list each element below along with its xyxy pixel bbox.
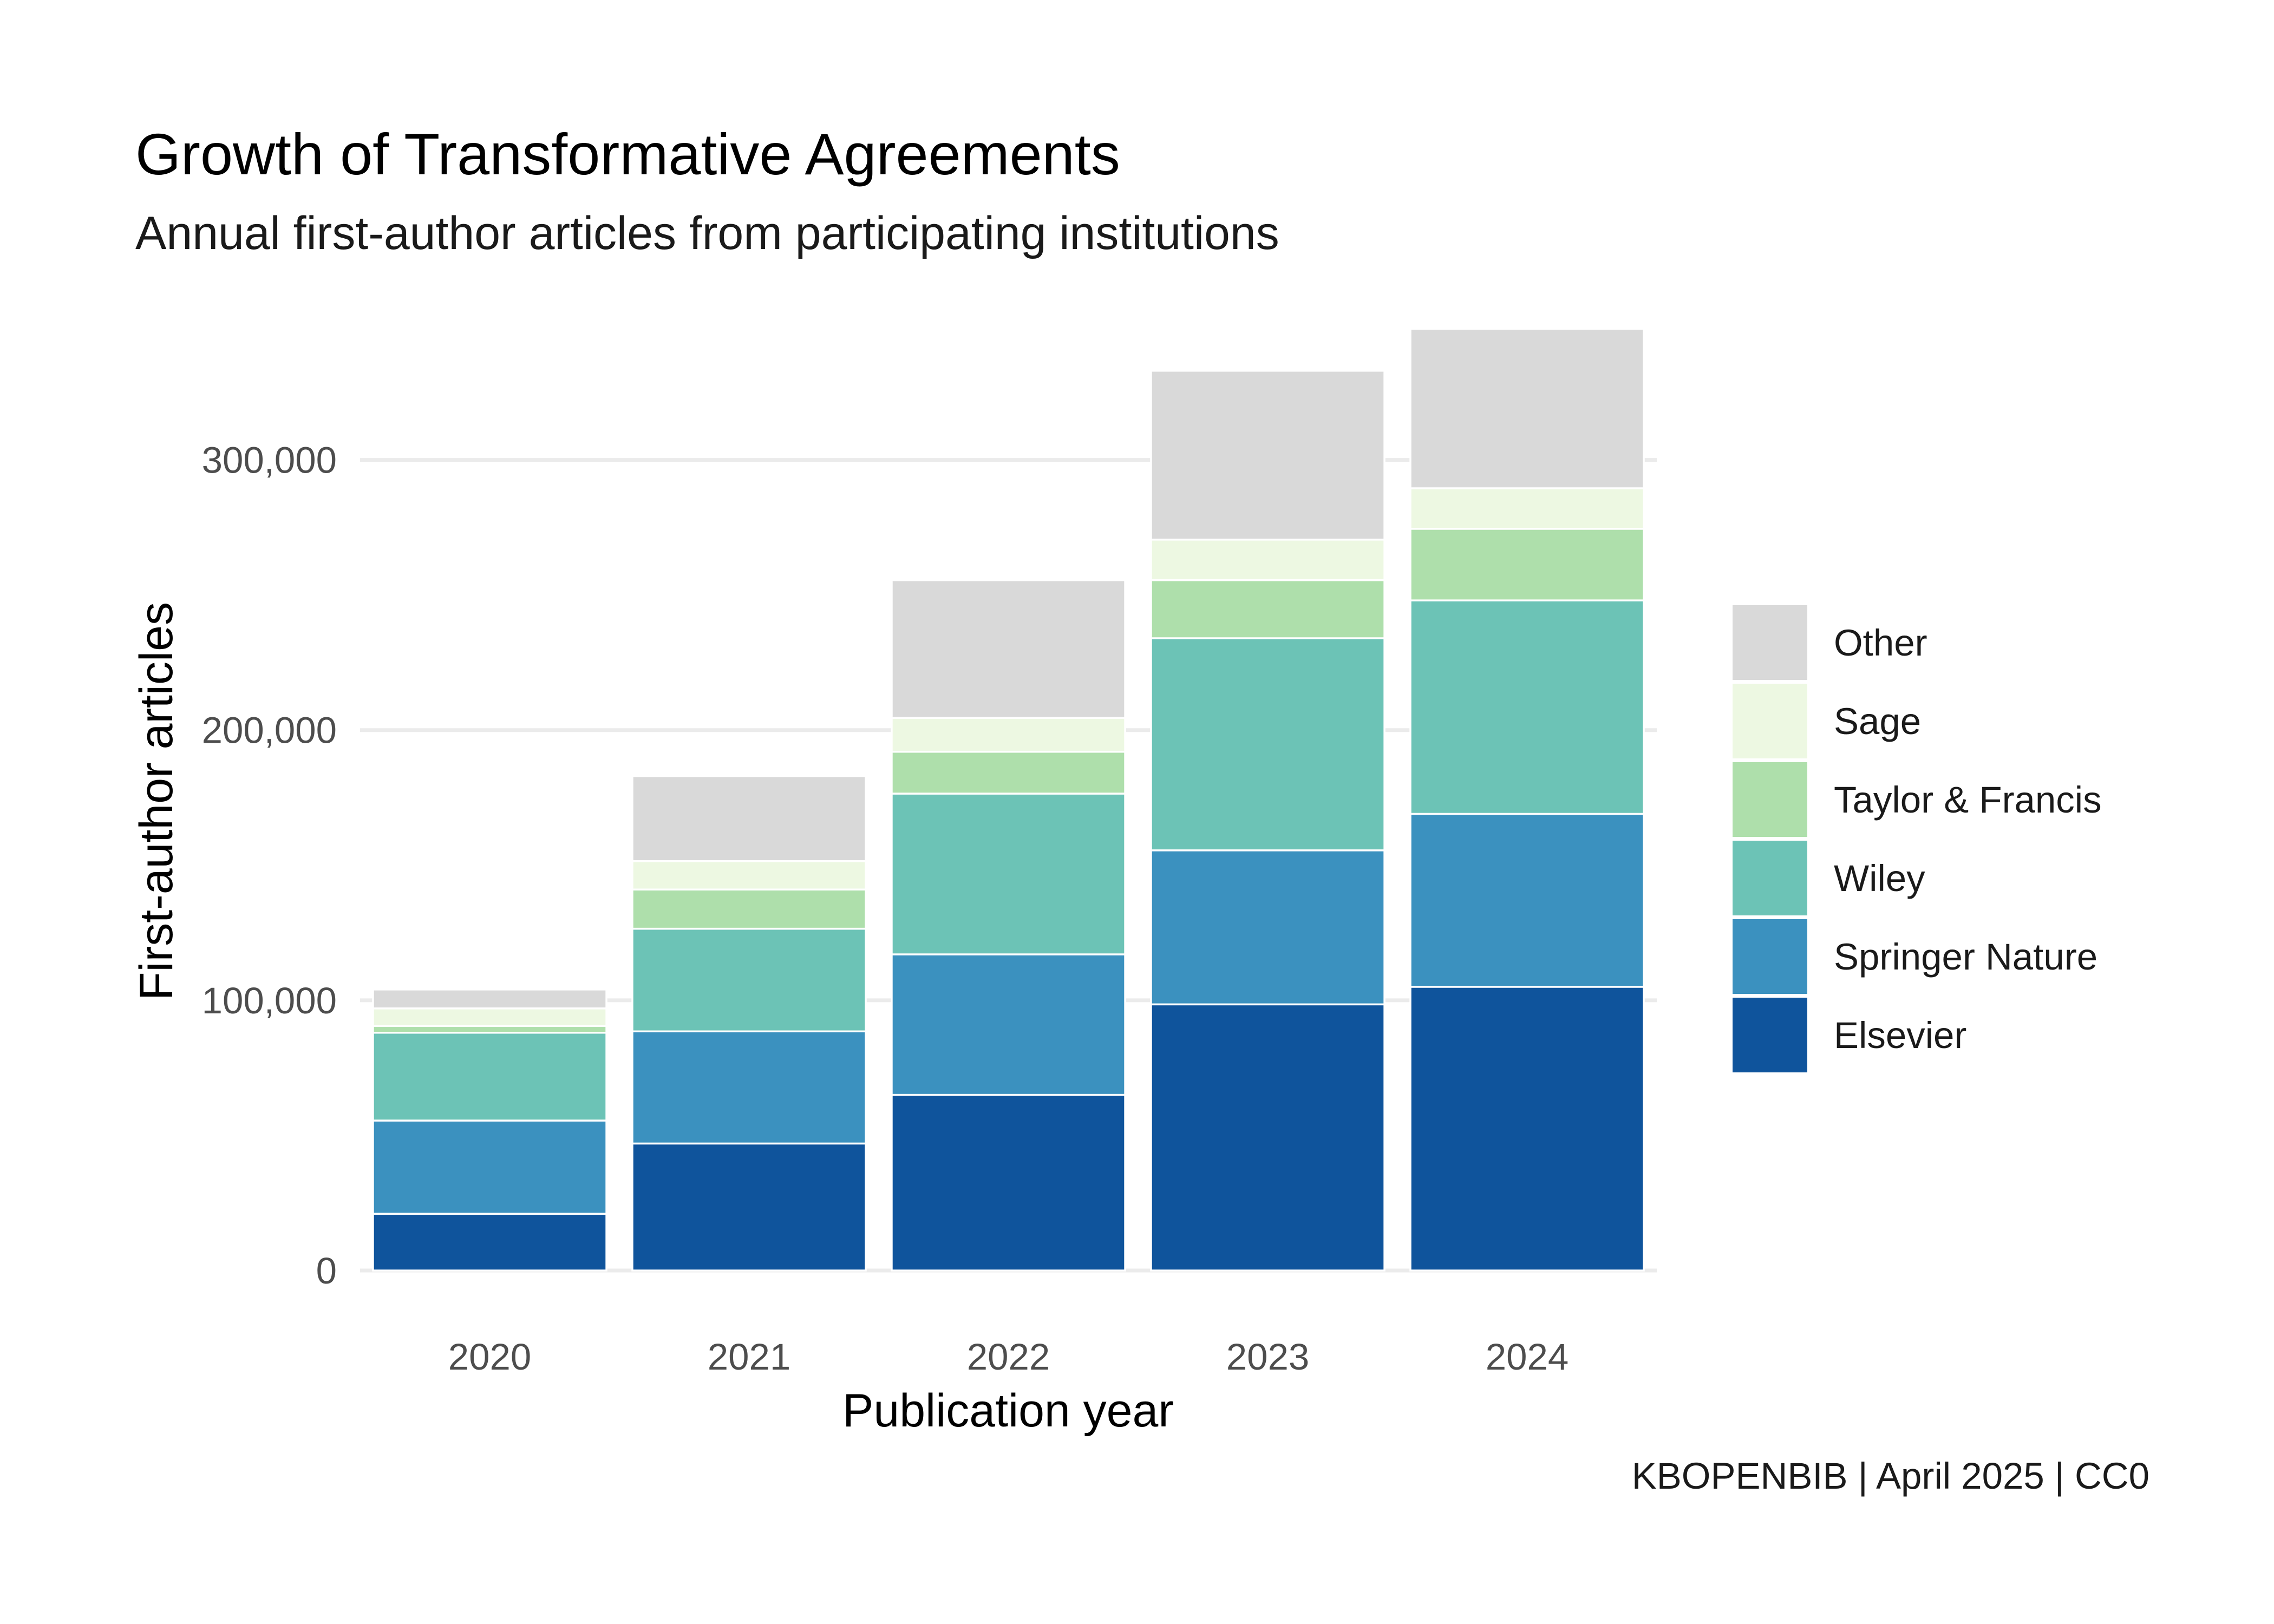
legend-label-taylor-and-francis: Taylor & Francis	[1834, 779, 2102, 821]
bar-taylor-and-francis-2020	[372, 1025, 607, 1034]
legend-key-sage	[1733, 684, 1807, 758]
bar-wiley-2022	[891, 793, 1126, 955]
y-tick-label: 200,000	[202, 710, 337, 751]
y-axis-ticks: 0 100,000 200,000 300,000	[202, 440, 337, 1292]
legend-key-springer-nature	[1733, 919, 1807, 994]
legend-key-elsevier	[1733, 998, 1807, 1072]
bar-elsevier-2023	[1150, 1003, 1386, 1272]
bar-elsevier-2021	[631, 1142, 867, 1272]
bar-other-2021	[631, 775, 867, 862]
legend-label-springer-nature: Springer Nature	[1834, 936, 2097, 978]
legend: Other Sage Taylor & Francis Wiley Springer N…	[1733, 605, 2102, 1072]
y-tick-label: 300,000	[202, 440, 337, 481]
bar-wiley-2021	[631, 927, 867, 1033]
bar-other-2023	[1150, 370, 1386, 541]
y-axis-title: First-author articles	[130, 602, 182, 1000]
bar-springer-nature-2020	[372, 1119, 607, 1215]
bar-other-2022	[891, 579, 1126, 719]
y-tick-label: 100,000	[202, 980, 337, 1021]
legend-label-other: Other	[1834, 622, 1927, 664]
bar-wiley-2023	[1150, 637, 1386, 852]
bar-springer-nature-2024	[1409, 813, 1645, 988]
x-tick-label: 2021	[708, 1336, 791, 1378]
legend-label-wiley: Wiley	[1834, 857, 1925, 899]
legend-label-elsevier: Elsevier	[1834, 1014, 1966, 1056]
x-axis-title: Publication year	[842, 1385, 1174, 1437]
bar-taylor-and-francis-2021	[631, 888, 867, 930]
legend-key-taylor-and-francis	[1733, 762, 1807, 837]
bar-sage-2021	[631, 860, 867, 890]
bar-elsevier-2024	[1409, 986, 1645, 1272]
chart-subtitle: Annual first-author articles from partic…	[135, 207, 1279, 259]
bar-elsevier-2020	[372, 1213, 607, 1272]
bar-sage-2024	[1409, 487, 1645, 530]
bars	[372, 328, 1645, 1272]
legend-key-wiley	[1733, 841, 1807, 915]
x-tick-label: 2023	[1226, 1336, 1310, 1378]
x-tick-label: 2022	[967, 1336, 1050, 1378]
bar-springer-nature-2021	[631, 1030, 867, 1145]
x-tick-label: 2024	[1486, 1336, 1569, 1378]
bar-sage-2023	[1150, 539, 1386, 581]
legend-label-sage: Sage	[1834, 700, 1921, 742]
legend-key-other	[1733, 605, 1807, 680]
bar-other-2024	[1409, 328, 1645, 489]
bar-taylor-and-francis-2022	[891, 750, 1126, 795]
chart-title: Growth of Transformative Agreements	[135, 121, 1120, 187]
bar-springer-nature-2023	[1150, 849, 1386, 1006]
bar-sage-2022	[891, 717, 1126, 753]
chart-caption: KBOPENBIB | April 2025 | CC0	[1632, 1455, 2149, 1497]
x-axis-ticks: 2020 2021 2022 2023 2024	[448, 1336, 1569, 1378]
bar-taylor-and-francis-2024	[1409, 528, 1645, 601]
bar-elsevier-2022	[891, 1093, 1126, 1272]
y-tick-label: 0	[316, 1250, 337, 1292]
bar-wiley-2024	[1409, 599, 1645, 815]
bar-springer-nature-2022	[891, 953, 1126, 1096]
bar-taylor-and-francis-2023	[1150, 579, 1386, 639]
bar-sage-2020	[372, 1007, 607, 1027]
bar-other-2020	[372, 988, 607, 1010]
bar-wiley-2020	[372, 1032, 607, 1122]
x-tick-label: 2020	[448, 1336, 532, 1378]
